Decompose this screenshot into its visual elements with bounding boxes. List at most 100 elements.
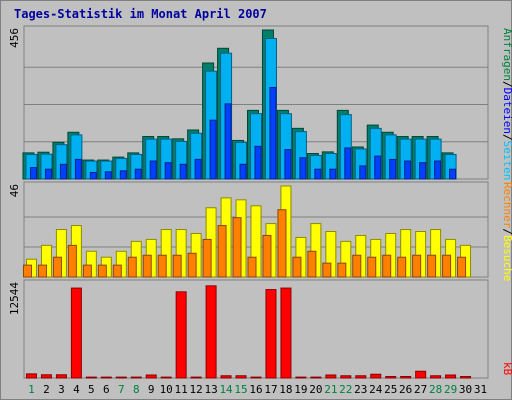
bar-rechner-day-30 — [457, 256, 467, 278]
bar-rechner-day-3 — [52, 256, 62, 278]
bar-kb-day-6 — [100, 376, 112, 379]
bar-rechner-day-17 — [262, 234, 272, 278]
bar-rechner-day-26 — [397, 256, 407, 278]
bar-rechner-day-10 — [157, 254, 167, 278]
bar-seiten-day-20 — [314, 168, 322, 180]
legend-entry: Dateien — [501, 88, 512, 134]
bar-kb-day-30 — [460, 376, 472, 379]
bar-seiten-day-17 — [269, 87, 277, 180]
bar-kb-day-1 — [25, 373, 37, 379]
bar-rechner-day-19 — [292, 256, 302, 278]
bar-kb-day-9 — [145, 374, 157, 379]
y-max-label-visits: 46 — [8, 184, 21, 197]
x-tick-label: 16 — [249, 383, 262, 396]
x-tick-label: 10 — [160, 383, 173, 396]
bar-kb-day-24 — [370, 373, 382, 379]
bar-seiten-day-19 — [299, 157, 307, 180]
bar-rechner-day-4 — [67, 244, 77, 278]
bar-seiten-day-5 — [89, 171, 97, 180]
x-tick-label: 4 — [73, 383, 80, 396]
bar-kb-day-22 — [340, 375, 352, 379]
x-tick-label: 21 — [324, 383, 337, 396]
legend-entry: Anfragen — [501, 28, 512, 81]
bar-kb-day-20 — [310, 376, 322, 379]
legend-entry: / — [501, 81, 512, 88]
bar-seiten-day-18 — [284, 149, 292, 180]
x-tick-label: 31 — [474, 383, 487, 396]
x-tick-label: 29 — [444, 383, 457, 396]
bar-seiten-day-9 — [149, 160, 157, 180]
bar-kb-day-10 — [160, 376, 172, 379]
x-tick-label: 24 — [369, 383, 383, 396]
x-tick-label: 26 — [399, 383, 412, 396]
bar-rechner-day-5 — [82, 264, 92, 278]
x-tick-label: 11 — [175, 383, 188, 396]
y-max-label-requests: 456 — [8, 28, 21, 48]
bar-seiten-day-7 — [119, 170, 127, 180]
bar-rechner-day-6 — [97, 264, 107, 278]
x-tick-label: 3 — [58, 383, 65, 396]
bar-rechner-day-23 — [352, 254, 362, 278]
bar-rechner-day-13 — [202, 238, 212, 278]
bar-kb-day-16 — [250, 376, 262, 379]
legend-entry: Seiten — [501, 141, 512, 181]
x-tick-label: 15 — [234, 383, 247, 396]
bar-seiten-day-6 — [104, 171, 112, 180]
bar-kb-day-18 — [280, 287, 292, 379]
bar-rechner-day-8 — [127, 256, 137, 278]
bar-seiten-day-27 — [419, 162, 427, 180]
bar-kb-day-12 — [190, 376, 202, 379]
legend-entry: / — [501, 228, 512, 235]
chart-title: Tages-Statistik im Monat April 2007 — [14, 7, 267, 21]
bar-rechner-day-15 — [232, 217, 242, 278]
bar-rechner-day-12 — [187, 252, 197, 278]
bar-seiten-day-29 — [449, 168, 457, 180]
bar-rechner-day-27 — [412, 254, 422, 278]
x-tick-label: 5 — [88, 383, 95, 396]
bar-seiten-day-13 — [209, 119, 217, 180]
x-tick-label: 18 — [279, 383, 292, 396]
legend-entry: Rechner — [501, 182, 512, 229]
bar-seiten-day-26 — [404, 160, 412, 180]
panel-visits: 46 Rechner/Besuche — [8, 181, 512, 281]
bar-seiten-day-8 — [134, 168, 142, 180]
x-tick-label: 27 — [414, 383, 427, 396]
bar-kb-day-26 — [400, 376, 412, 379]
x-tick-label: 28 — [429, 383, 442, 396]
panel-kbytes: 12544 kB — [8, 279, 512, 379]
bar-kb-day-13 — [205, 285, 217, 379]
y-max-label-kbytes: 12544 — [8, 282, 21, 315]
bar-rechner-day-24 — [367, 256, 377, 278]
bar-seiten-day-23 — [359, 165, 367, 180]
bar-seiten-day-28 — [434, 160, 442, 180]
bar-kb-day-15 — [235, 375, 247, 379]
bar-rechner-day-7 — [112, 264, 122, 278]
bar-rechner-day-28 — [427, 254, 437, 278]
bar-rechner-day-29 — [442, 254, 452, 278]
bar-rechner-day-21 — [322, 262, 332, 278]
bar-kb-day-28 — [430, 375, 442, 379]
x-tick-label: 13 — [204, 383, 217, 396]
x-tick-label: 12 — [190, 383, 203, 396]
x-tick-label: 23 — [354, 383, 367, 396]
bar-seiten-day-25 — [389, 158, 397, 180]
bar-seiten-day-16 — [254, 145, 262, 180]
bar-seiten-day-3 — [59, 163, 67, 180]
bar-seiten-day-14 — [224, 103, 232, 180]
bar-seiten-day-1 — [29, 167, 37, 180]
bar-seiten-day-4 — [74, 158, 82, 180]
bar-kb-day-7 — [115, 376, 127, 379]
bar-seiten-day-21 — [329, 168, 337, 180]
bar-rechner-day-11 — [172, 254, 182, 278]
x-tick-label: 14 — [219, 383, 233, 396]
bar-seiten-day-24 — [374, 155, 382, 180]
legend-entry: Besuche — [501, 235, 512, 281]
bar-kb-day-4 — [70, 287, 82, 379]
x-tick-label: 30 — [459, 383, 472, 396]
bar-kb-day-19 — [295, 376, 307, 379]
x-tick-label: 1 — [28, 383, 35, 396]
legend-entry: / — [501, 134, 512, 141]
legend-entry: kB — [501, 362, 512, 376]
bar-seiten-day-22 — [344, 147, 352, 180]
